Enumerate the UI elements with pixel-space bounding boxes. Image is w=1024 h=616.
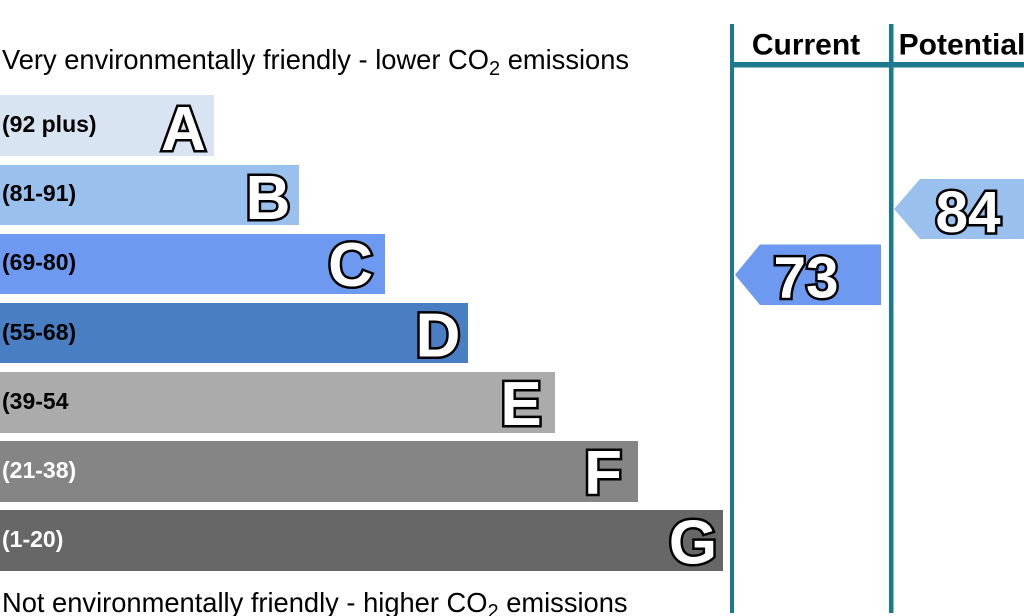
svg-text:D: D — [416, 302, 461, 371]
svg-text:Very environmentally friendly: Very environmentally friendly - lower CO… — [2, 44, 629, 80]
svg-text:E: E — [500, 370, 541, 439]
svg-text:Potential: Potential — [899, 29, 1024, 62]
svg-text:C: C — [328, 231, 373, 300]
svg-text:Not environmentally friendly -: Not environmentally friendly - higher CO… — [2, 587, 628, 616]
svg-text:F: F — [584, 439, 622, 508]
svg-text:G: G — [669, 509, 717, 578]
svg-text:B: B — [246, 164, 291, 233]
svg-text:A: A — [161, 95, 206, 164]
svg-text:Current: Current — [752, 29, 860, 62]
svg-text:73: 73 — [773, 246, 838, 311]
svg-text:84: 84 — [935, 180, 1001, 245]
